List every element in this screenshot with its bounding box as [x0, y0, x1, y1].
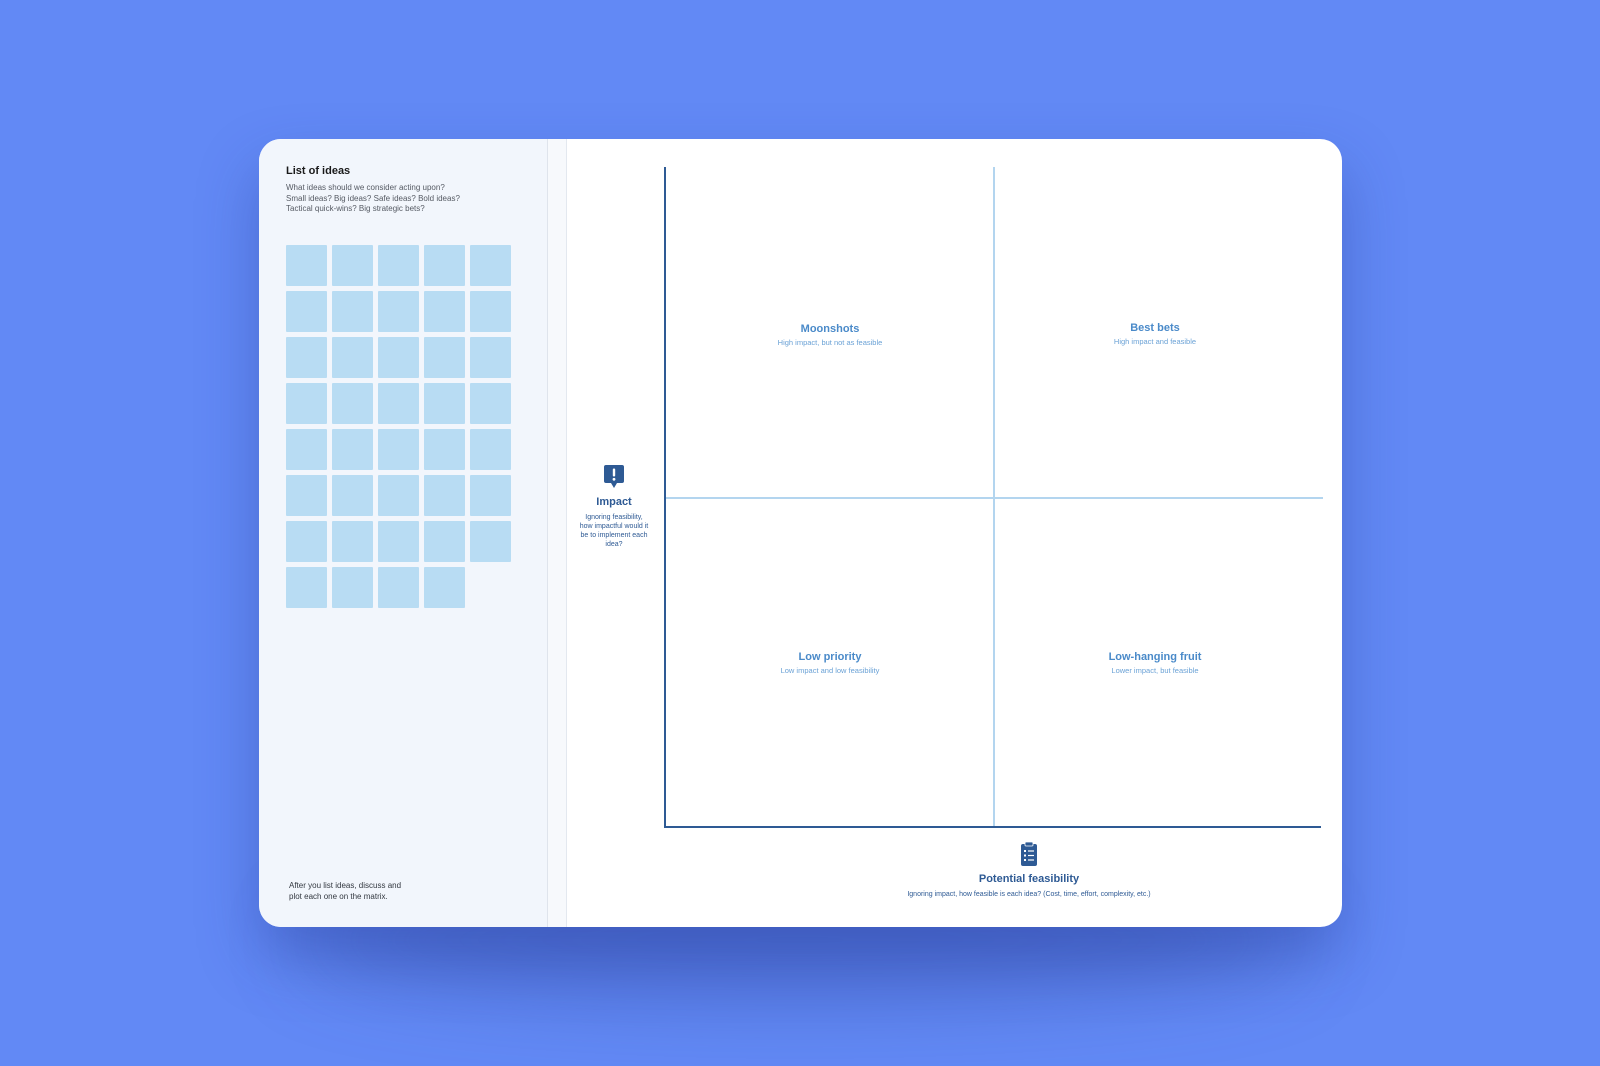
sticky-note[interactable] [332, 475, 373, 516]
y-axis-title: Impact [596, 496, 632, 508]
sticky-note[interactable] [378, 567, 419, 608]
sticky-note[interactable] [424, 291, 465, 332]
sticky-note[interactable] [378, 291, 419, 332]
quadrant-low-priority: Low priority Low impact and low feasibil… [710, 651, 950, 675]
sticky-note[interactable] [286, 429, 327, 470]
quadrant-subtitle: Low impact and low feasibility [780, 666, 880, 675]
panel-footer: After you list ideas, discuss and plot e… [289, 881, 402, 901]
sticky-note[interactable] [424, 567, 465, 608]
y-axis-description: Ignoring feasibility, how impactful woul… [579, 514, 649, 548]
sticky-notes-grid [286, 245, 511, 608]
quadrant-title: Moonshots [800, 323, 860, 335]
sticky-note[interactable] [470, 245, 511, 286]
sticky-note[interactable] [332, 383, 373, 424]
vertical-divider-line [993, 167, 995, 826]
clipboard-checklist-icon [1021, 841, 1037, 866]
sticky-note[interactable] [286, 521, 327, 562]
quadrant-title: Low priority [798, 651, 862, 663]
quadrant-subtitle: Lower impact, but feasible [1111, 666, 1199, 675]
x-axis-title: Potential feasibility [978, 873, 1080, 885]
sticky-note[interactable] [378, 429, 419, 470]
panel-divider [548, 139, 567, 927]
panel-title: List of ideas [286, 165, 351, 177]
sticky-note[interactable] [470, 337, 511, 378]
sticky-note[interactable] [424, 521, 465, 562]
sticky-note[interactable] [378, 337, 419, 378]
sticky-note[interactable] [286, 337, 327, 378]
sticky-note[interactable] [332, 245, 373, 286]
sticky-note[interactable] [332, 429, 373, 470]
sticky-note[interactable] [332, 521, 373, 562]
y-axis-label: Impact Ignoring feasibility, how impactf… [579, 464, 649, 549]
sticky-note[interactable] [286, 383, 327, 424]
sticky-note[interactable] [424, 383, 465, 424]
sticky-note[interactable] [424, 475, 465, 516]
sticky-note[interactable] [424, 429, 465, 470]
quadrant-title: Low-hanging fruit [1108, 651, 1202, 663]
x-axis-description: Ignoring impact, how feasible is each id… [907, 891, 1151, 898]
quadrant-title: Best bets [1130, 322, 1180, 334]
sticky-note[interactable] [286, 245, 327, 286]
sticky-note[interactable] [378, 245, 419, 286]
x-axis-line [664, 826, 1321, 828]
sticky-note[interactable] [470, 521, 511, 562]
sticky-note[interactable] [470, 291, 511, 332]
quadrant-subtitle: High impact, but not as feasible [777, 338, 883, 347]
quadrant-moonshots: Moonshots High impact, but not as feasib… [710, 323, 950, 347]
sticky-note[interactable] [378, 521, 419, 562]
panel-description: What ideas should we consider acting upo… [286, 183, 460, 213]
sticky-note[interactable] [470, 429, 511, 470]
prioritization-matrix: Moonshots High impact, but not as feasib… [664, 167, 1323, 828]
horizontal-divider-line [666, 497, 1323, 499]
matrix-board: List of ideas What ideas should we consi… [259, 139, 1342, 927]
sticky-note[interactable] [470, 475, 511, 516]
sticky-note[interactable] [286, 291, 327, 332]
quadrant-low-hanging-fruit: Low-hanging fruit Lower impact, but feas… [1035, 651, 1275, 675]
sticky-note[interactable] [286, 475, 327, 516]
quadrant-best-bets: Best bets High impact and feasible [1035, 322, 1275, 346]
sticky-note[interactable] [332, 567, 373, 608]
sticky-note[interactable] [424, 337, 465, 378]
x-axis-label: Potential feasibility Ignoring impact, h… [819, 841, 1239, 898]
sticky-note[interactable] [378, 475, 419, 516]
sticky-note[interactable] [378, 383, 419, 424]
sticky-note[interactable] [332, 337, 373, 378]
sticky-note[interactable] [470, 383, 511, 424]
sticky-note[interactable] [286, 567, 327, 608]
quadrant-subtitle: High impact and feasible [1113, 337, 1197, 346]
sticky-note[interactable] [424, 245, 465, 286]
ideas-panel: List of ideas What ideas should we consi… [259, 139, 548, 927]
y-axis-line [664, 167, 666, 828]
sticky-note[interactable] [332, 291, 373, 332]
exclamation-speech-icon [604, 465, 624, 488]
